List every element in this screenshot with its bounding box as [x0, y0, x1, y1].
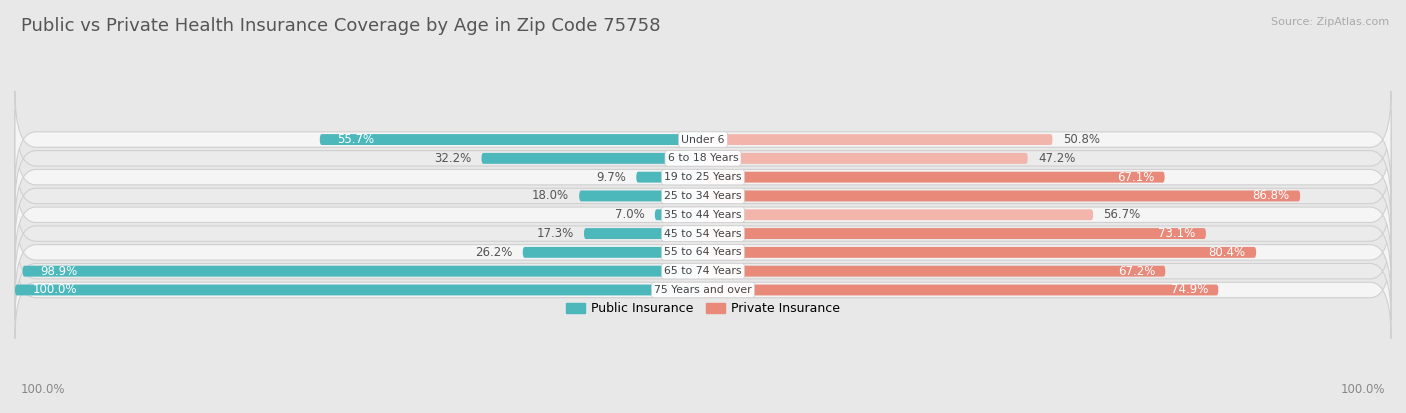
Text: 45 to 54 Years: 45 to 54 Years — [664, 228, 742, 239]
FancyBboxPatch shape — [579, 190, 703, 202]
Text: 100.0%: 100.0% — [21, 384, 66, 396]
FancyBboxPatch shape — [703, 153, 1028, 164]
Text: 80.4%: 80.4% — [1209, 246, 1246, 259]
Text: 100.0%: 100.0% — [1340, 384, 1385, 396]
Text: 47.2%: 47.2% — [1038, 152, 1076, 165]
Text: 6 to 18 Years: 6 to 18 Years — [668, 153, 738, 164]
Text: Under 6: Under 6 — [682, 135, 724, 145]
Text: 98.9%: 98.9% — [39, 265, 77, 278]
FancyBboxPatch shape — [22, 266, 703, 277]
Text: 67.1%: 67.1% — [1116, 171, 1154, 184]
FancyBboxPatch shape — [15, 147, 1391, 244]
Text: 32.2%: 32.2% — [434, 152, 471, 165]
FancyBboxPatch shape — [703, 285, 1219, 295]
Text: 9.7%: 9.7% — [596, 171, 626, 184]
Text: 100.0%: 100.0% — [32, 283, 77, 297]
FancyBboxPatch shape — [637, 172, 703, 183]
Text: 18.0%: 18.0% — [531, 190, 569, 202]
Legend: Public Insurance, Private Insurance: Public Insurance, Private Insurance — [561, 297, 845, 320]
FancyBboxPatch shape — [655, 209, 703, 220]
FancyBboxPatch shape — [15, 91, 1391, 188]
FancyBboxPatch shape — [481, 153, 703, 164]
Text: 75 Years and over: 75 Years and over — [654, 285, 752, 295]
FancyBboxPatch shape — [15, 204, 1391, 301]
FancyBboxPatch shape — [703, 190, 1301, 202]
FancyBboxPatch shape — [703, 172, 1164, 183]
FancyBboxPatch shape — [583, 228, 703, 239]
Text: 86.8%: 86.8% — [1253, 190, 1289, 202]
Text: 56.7%: 56.7% — [1104, 208, 1140, 221]
Text: 25 to 34 Years: 25 to 34 Years — [664, 191, 742, 201]
FancyBboxPatch shape — [319, 134, 703, 145]
FancyBboxPatch shape — [703, 209, 1092, 220]
FancyBboxPatch shape — [703, 134, 1053, 145]
FancyBboxPatch shape — [703, 228, 1206, 239]
Text: 73.1%: 73.1% — [1159, 227, 1195, 240]
Text: 17.3%: 17.3% — [537, 227, 574, 240]
Text: 74.9%: 74.9% — [1171, 283, 1208, 297]
Text: Public vs Private Health Insurance Coverage by Age in Zip Code 75758: Public vs Private Health Insurance Cover… — [21, 17, 661, 35]
FancyBboxPatch shape — [15, 223, 1391, 320]
Text: Source: ZipAtlas.com: Source: ZipAtlas.com — [1271, 17, 1389, 26]
Text: 35 to 44 Years: 35 to 44 Years — [664, 210, 742, 220]
FancyBboxPatch shape — [703, 247, 1256, 258]
FancyBboxPatch shape — [15, 241, 1391, 339]
Text: 55 to 64 Years: 55 to 64 Years — [664, 247, 742, 257]
FancyBboxPatch shape — [15, 285, 703, 295]
Text: 50.8%: 50.8% — [1063, 133, 1099, 146]
Text: 7.0%: 7.0% — [614, 208, 644, 221]
Text: 67.2%: 67.2% — [1118, 265, 1154, 278]
FancyBboxPatch shape — [15, 110, 1391, 207]
Text: 55.7%: 55.7% — [337, 133, 374, 146]
FancyBboxPatch shape — [15, 185, 1391, 282]
Text: 26.2%: 26.2% — [475, 246, 512, 259]
Text: 19 to 25 Years: 19 to 25 Years — [664, 172, 742, 182]
FancyBboxPatch shape — [523, 247, 703, 258]
Text: 65 to 74 Years: 65 to 74 Years — [664, 266, 742, 276]
FancyBboxPatch shape — [15, 166, 1391, 263]
FancyBboxPatch shape — [703, 266, 1166, 277]
FancyBboxPatch shape — [15, 128, 1391, 226]
